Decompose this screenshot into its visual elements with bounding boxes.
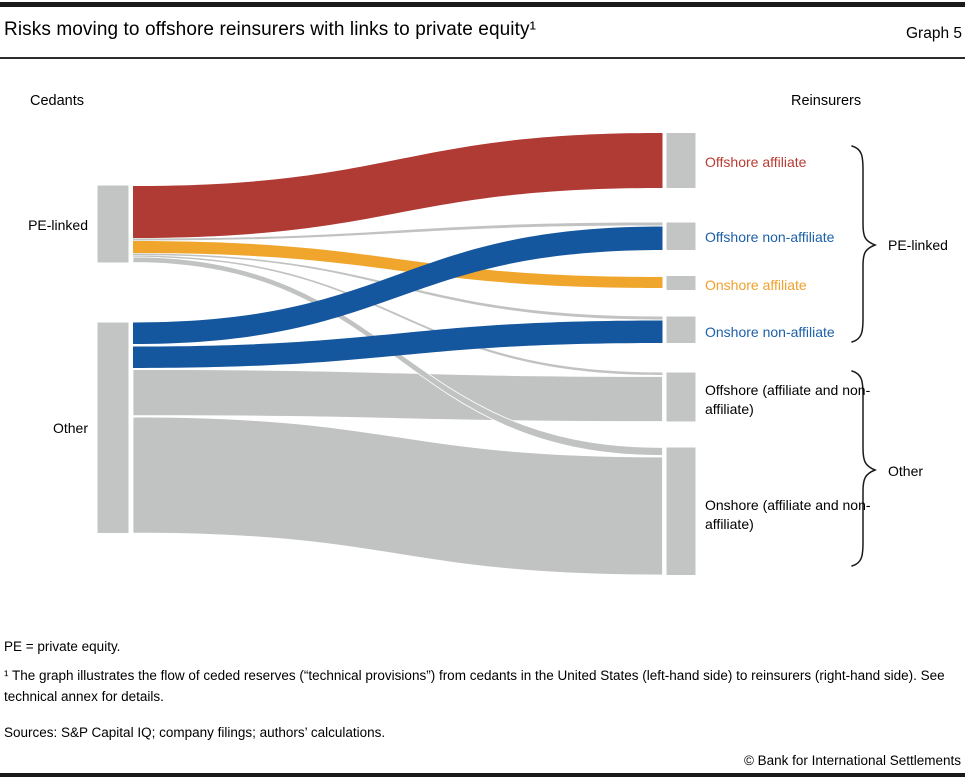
reinsurer-label-onshore-affiliate: Onshore affiliate xyxy=(705,277,807,293)
brace-other-group xyxy=(851,370,878,567)
top-rule-bar xyxy=(0,2,965,7)
footnote-1: ¹ The graph illustrates the flow of cede… xyxy=(4,668,945,704)
node-cedant-other xyxy=(97,322,129,533)
reinsurers-column-title: Reinsurers xyxy=(791,93,862,109)
node-reinsurer-offshore-affiliate xyxy=(666,133,696,188)
group-label-other: Other xyxy=(888,463,924,479)
flow-other-to-offshore-other xyxy=(132,369,663,422)
reinsurer-label-offshore-affiliate: Offshore affiliate xyxy=(705,154,807,170)
flow-pe-to-offshore-affiliate xyxy=(133,133,663,238)
flow-pe-to-offshore-other xyxy=(133,255,663,375)
sources-line: Sources: S&P Capital IQ; company filings… xyxy=(4,725,386,740)
graph-number-label: Graph 5 xyxy=(905,25,962,42)
node-reinsurer-offshore-non-affiliate xyxy=(666,222,696,250)
title-divider-rule xyxy=(0,57,965,59)
reinsurer-label-onshore-non-affiliate: Onshore non-affiliate xyxy=(705,324,835,340)
reinsurer-label-onshore-other: Onshore (affiliate and non-affiliate) xyxy=(705,497,871,532)
group-label-pe-linked: PE-linked xyxy=(888,237,948,253)
reinsurer-label-offshore-other: Offshore (affiliate and non-affiliate) xyxy=(705,382,871,417)
flow-other-to-onshore-non-affiliate xyxy=(133,320,663,368)
flow-other-to-onshore-other xyxy=(132,416,663,576)
brace-pe-linked-group xyxy=(851,145,878,343)
flow-pe-to-onshore-affiliate xyxy=(133,241,663,288)
flow-other-to-offshore-non-affiliate xyxy=(133,226,663,344)
cedant-label-pe-linked: PE-linked xyxy=(28,217,88,233)
cedants-column-title: Cedants xyxy=(30,93,85,109)
flow-pe-to-offshore-non-affiliate xyxy=(133,222,663,241)
abbreviation-note: PE = private equity. xyxy=(4,639,121,654)
reinsurer-label-offshore-non-affiliate: Offshore non-affiliate xyxy=(705,229,835,245)
node-reinsurer-offshore-other xyxy=(666,372,696,422)
bottom-rule-bar xyxy=(0,773,965,777)
node-cedant-pe-linked xyxy=(97,185,129,263)
node-reinsurer-onshore-other xyxy=(666,447,696,575)
copyright-line: © Bank for International Settlements xyxy=(743,753,961,768)
page-title: Risks moving to offshore reinsurers with… xyxy=(4,19,537,40)
node-reinsurer-onshore-affiliate xyxy=(666,276,696,290)
cedant-label-other: Other xyxy=(52,420,88,436)
node-reinsurer-onshore-non-affiliate xyxy=(666,316,696,343)
